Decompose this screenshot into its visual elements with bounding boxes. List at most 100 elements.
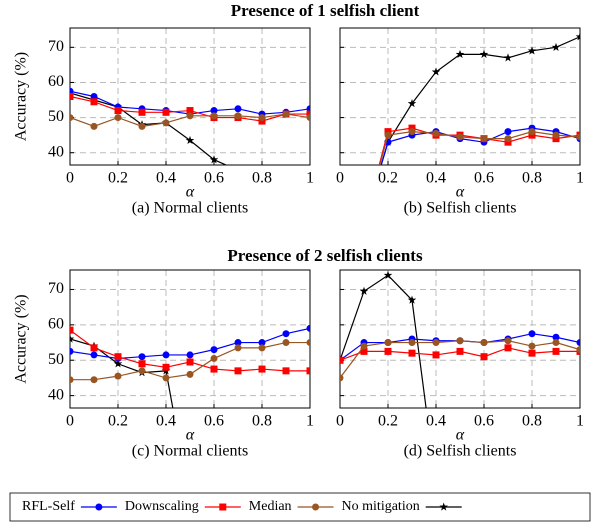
x-tick-label: 0.6 bbox=[474, 170, 494, 187]
x-tick-label: 0.4 bbox=[156, 170, 176, 187]
marker bbox=[234, 105, 242, 113]
plot-frame bbox=[339, 269, 581, 409]
caption: (b) Selfish clients bbox=[404, 200, 517, 217]
marker bbox=[408, 124, 416, 132]
marker bbox=[359, 286, 369, 295]
marker bbox=[258, 117, 266, 125]
plot-frame bbox=[69, 269, 311, 409]
marker bbox=[340, 374, 344, 382]
marker bbox=[306, 105, 310, 113]
marker bbox=[407, 295, 417, 304]
marker bbox=[70, 87, 74, 95]
x-tick-label: 0.8 bbox=[522, 413, 542, 430]
x-tick-label: 0.2 bbox=[108, 413, 128, 430]
marker bbox=[90, 351, 98, 359]
marker bbox=[70, 376, 74, 384]
x-tick-label: 0.2 bbox=[378, 413, 398, 430]
marker bbox=[528, 131, 536, 139]
marker bbox=[210, 107, 218, 115]
marker bbox=[576, 133, 580, 141]
marker bbox=[114, 372, 122, 380]
marker bbox=[340, 356, 344, 364]
marker bbox=[234, 339, 242, 347]
marker bbox=[234, 344, 242, 352]
heading: Presence of 2 selfish clients bbox=[227, 246, 423, 265]
x-tick-label: 1 bbox=[576, 413, 584, 430]
marker bbox=[90, 98, 98, 106]
marker bbox=[162, 108, 170, 116]
caption: (c) Normal clients bbox=[132, 443, 248, 460]
marker bbox=[480, 135, 488, 143]
x-tick-label: 0.6 bbox=[204, 413, 224, 430]
marker bbox=[306, 324, 310, 332]
marker bbox=[361, 219, 368, 226]
marker bbox=[186, 112, 194, 120]
marker bbox=[504, 138, 512, 146]
legend-label: No mitigation bbox=[342, 499, 420, 514]
marker bbox=[138, 367, 146, 375]
marker bbox=[186, 358, 194, 366]
marker bbox=[455, 49, 465, 58]
marker bbox=[576, 339, 580, 347]
x-tick-label: 0.8 bbox=[252, 413, 272, 430]
marker bbox=[209, 155, 219, 164]
marker bbox=[552, 339, 560, 347]
marker bbox=[258, 339, 266, 347]
x-tick-label: 0.6 bbox=[204, 170, 224, 187]
y-tick-label: 50 bbox=[48, 108, 64, 125]
marker bbox=[282, 367, 290, 375]
marker bbox=[90, 93, 98, 100]
x-tick-label: 0.2 bbox=[378, 170, 398, 187]
marker bbox=[234, 112, 242, 120]
marker bbox=[504, 128, 512, 136]
plot-area bbox=[70, 87, 310, 165]
y-axis-label: Accuracy (%) bbox=[13, 294, 30, 383]
marker bbox=[234, 367, 242, 375]
x-tick-label: 0.6 bbox=[474, 413, 494, 430]
marker bbox=[528, 128, 536, 136]
caption: (a) Normal clients bbox=[132, 200, 248, 217]
marker bbox=[162, 374, 170, 382]
marker bbox=[552, 135, 560, 143]
y-tick-label: 40 bbox=[48, 143, 64, 160]
y-tick-label: 70 bbox=[48, 38, 64, 55]
marker bbox=[261, 164, 263, 165]
x-axis-label: α bbox=[456, 184, 465, 201]
marker bbox=[90, 376, 98, 384]
marker bbox=[162, 363, 170, 371]
marker bbox=[480, 353, 488, 361]
marker bbox=[504, 135, 512, 143]
marker bbox=[138, 360, 146, 368]
marker bbox=[432, 351, 440, 359]
marker bbox=[162, 351, 170, 359]
marker bbox=[90, 344, 98, 352]
marker bbox=[306, 367, 310, 375]
marker bbox=[552, 333, 560, 341]
x-tick-label: 0.4 bbox=[426, 413, 446, 430]
y-tick-label: 50 bbox=[48, 351, 64, 368]
x-tick-label: 0 bbox=[66, 170, 74, 187]
marker bbox=[185, 135, 195, 145]
legend-marker bbox=[312, 503, 320, 511]
marker bbox=[282, 110, 290, 118]
marker bbox=[504, 337, 512, 345]
series-line bbox=[340, 340, 580, 379]
marker bbox=[408, 128, 416, 136]
plot-area bbox=[340, 270, 580, 408]
marker bbox=[138, 353, 146, 361]
series-line bbox=[380, 36, 580, 165]
x-tick-label: 0.8 bbox=[522, 170, 542, 187]
marker bbox=[282, 339, 290, 347]
marker bbox=[210, 354, 218, 362]
marker bbox=[210, 112, 218, 120]
marker bbox=[528, 342, 536, 350]
marker bbox=[70, 114, 74, 122]
marker bbox=[551, 42, 561, 51]
plot-frame bbox=[339, 27, 581, 166]
x-tick-label: 1 bbox=[306, 170, 314, 187]
marker bbox=[576, 346, 580, 354]
marker bbox=[456, 347, 464, 355]
marker bbox=[432, 339, 440, 347]
plot-frame bbox=[69, 27, 311, 166]
marker bbox=[70, 334, 75, 343]
